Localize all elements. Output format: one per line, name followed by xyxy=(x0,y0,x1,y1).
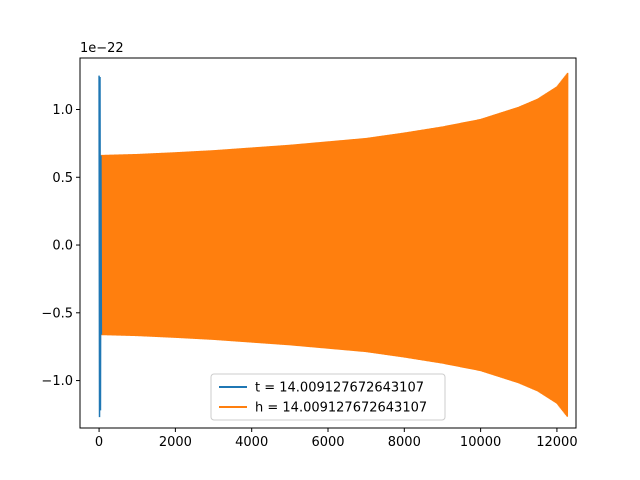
plot-area xyxy=(98,72,569,418)
y-tick-label: −0.5 xyxy=(41,306,73,321)
x-tick-label: 12000 xyxy=(536,435,577,450)
x-axis: 0 2000 4000 6000 8000 10000 12000 xyxy=(95,428,578,450)
legend-label: t = 14.009127672643107 xyxy=(255,381,424,396)
y-tick-label: 0.0 xyxy=(52,239,73,254)
legend-label: h = 14.009127672643107 xyxy=(255,401,427,416)
y-offset-text: 1e−22 xyxy=(80,41,124,56)
x-tick-label: 10000 xyxy=(460,435,501,450)
legend: t = 14.009127672643107 h = 14.00912767264… xyxy=(210,373,446,421)
y-tick-label: −1.0 xyxy=(41,374,73,389)
y-axis: −1.0 −0.5 0.0 0.5 1.0 xyxy=(41,103,80,389)
x-tick-label: 4000 xyxy=(235,435,268,450)
series-t-line xyxy=(98,75,103,418)
y-tick-label: 1.0 xyxy=(52,103,73,118)
series-h-line xyxy=(100,72,569,417)
legend-box xyxy=(210,373,446,421)
x-tick-label: 6000 xyxy=(311,435,344,450)
y-tick-label: 0.5 xyxy=(52,171,73,186)
x-tick-label: 2000 xyxy=(159,435,192,450)
x-tick-label: 8000 xyxy=(388,435,421,450)
x-tick-label: 0 xyxy=(95,435,103,450)
